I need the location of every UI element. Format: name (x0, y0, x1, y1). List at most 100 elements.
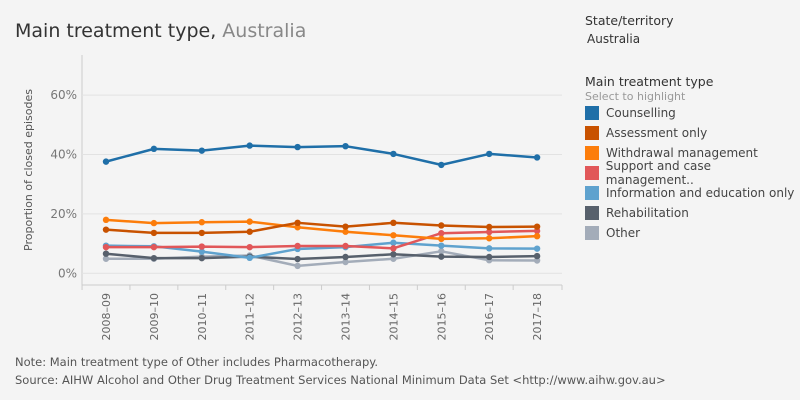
y-tick-label: 20% (50, 207, 77, 221)
data-point (342, 253, 349, 261)
data-point (390, 251, 397, 258)
legend-label: Support and case management.. (605, 159, 712, 187)
x-tick-label: 2009–10 (148, 293, 161, 341)
data-point (486, 228, 493, 236)
x-tick-label: 2008–09 (100, 293, 113, 341)
y-axis-title: Proportion of closed episodes (22, 89, 35, 251)
legend-item[interactable]: Information and education only (585, 183, 800, 203)
data-point (150, 254, 158, 262)
data-point (486, 235, 493, 242)
data-point (342, 223, 349, 230)
series-line-rehabilitation (105, 252, 538, 261)
data-point (533, 257, 541, 264)
data-point (246, 142, 253, 149)
data-point (246, 218, 253, 225)
data-point (533, 232, 541, 240)
data-point (438, 161, 445, 169)
legend-item[interactable]: Assessment only (585, 123, 800, 143)
legend-item[interactable]: Rehabilitation (585, 203, 800, 223)
data-point (294, 255, 301, 263)
data-point (533, 245, 541, 252)
data-point (486, 223, 493, 231)
legend-swatch (585, 186, 599, 200)
filter-value[interactable]: Australia (587, 32, 641, 46)
data-point (246, 243, 253, 251)
data-point (246, 228, 253, 235)
legend-item[interactable]: Support and case management.. (585, 159, 800, 187)
data-point (102, 250, 110, 257)
x-tick-label: 2017–18 (531, 293, 544, 341)
legend-title: Main treatment type (585, 74, 714, 89)
filter-label: State/territory (585, 13, 674, 28)
legend-label: Other (606, 226, 641, 240)
legend-label: Withdrawal management (606, 146, 758, 160)
series-line-assessment-only (105, 221, 538, 235)
data-point (246, 254, 253, 262)
data-point (438, 248, 445, 255)
data-point (390, 219, 397, 227)
legend-swatch (585, 166, 599, 180)
source-text: Source: AIHW Alcohol and Other Drug Trea… (15, 373, 666, 387)
data-point (150, 219, 158, 227)
series-line-counselling (105, 144, 538, 167)
legend-label: Information and education only (606, 186, 795, 200)
data-point (198, 219, 205, 226)
legend-swatch (585, 146, 599, 160)
data-point (150, 229, 158, 237)
data-point (438, 242, 445, 249)
data-point (486, 245, 493, 252)
data-point (438, 253, 445, 260)
data-point (438, 230, 445, 237)
data-point (390, 150, 397, 158)
data-point (342, 228, 349, 235)
legend-panel: State/territory Australia Main treatment… (585, 13, 800, 243)
y-tick-label: 40% (50, 148, 77, 162)
x-tick-label: 2013–14 (340, 293, 353, 341)
x-tick-label: 2010–11 (196, 293, 209, 341)
y-tick-label: 0% (58, 266, 77, 280)
data-point (102, 243, 110, 251)
legend-item[interactable]: Counselling (585, 103, 800, 123)
data-point (198, 243, 205, 250)
legend-item[interactable]: Withdrawal management (585, 143, 800, 163)
data-point (102, 226, 110, 233)
x-tick-label: 2016–17 (483, 293, 496, 341)
data-point (342, 242, 349, 250)
x-tick-label: 2015–16 (435, 293, 448, 341)
data-point (390, 245, 397, 252)
legend-hint: Select to highlight (585, 90, 686, 103)
data-point (438, 235, 445, 243)
data-point (533, 223, 541, 230)
legend-label: Rehabilitation (606, 206, 689, 220)
footnotes: Note: Main treatment type of Other inclu… (15, 353, 666, 389)
data-point (533, 252, 541, 260)
legend-label: Assessment only (606, 126, 708, 140)
data-point (342, 142, 349, 150)
legend-items: Counselling Assessment only Withdrawal man… (585, 103, 800, 243)
data-point (294, 224, 301, 231)
data-point (102, 158, 110, 165)
legend-swatch (585, 106, 599, 120)
x-tick-label: 2011–12 (244, 293, 257, 341)
data-point (150, 145, 158, 153)
series-line-withdrawal-management (105, 218, 538, 241)
data-point (294, 262, 301, 270)
data-point (294, 219, 301, 227)
chart-title: Main treatment type, Australia (15, 20, 306, 42)
data-point (438, 222, 445, 229)
data-point (533, 154, 541, 161)
data-point (390, 232, 397, 239)
data-point (390, 255, 397, 262)
series-line-information-and-education-only (105, 241, 538, 260)
data-point (198, 229, 205, 237)
legend-item[interactable]: Other (585, 223, 800, 243)
legend-swatch (585, 226, 599, 240)
title-sub: Australia (222, 20, 307, 42)
data-point (294, 242, 301, 250)
x-tick-label: 2014–15 (387, 293, 400, 341)
legend-swatch (585, 126, 599, 140)
y-tick-label: 60% (50, 88, 77, 102)
data-point (198, 248, 205, 255)
legend-swatch (585, 206, 599, 220)
title-main: Main treatment type, (15, 20, 217, 42)
